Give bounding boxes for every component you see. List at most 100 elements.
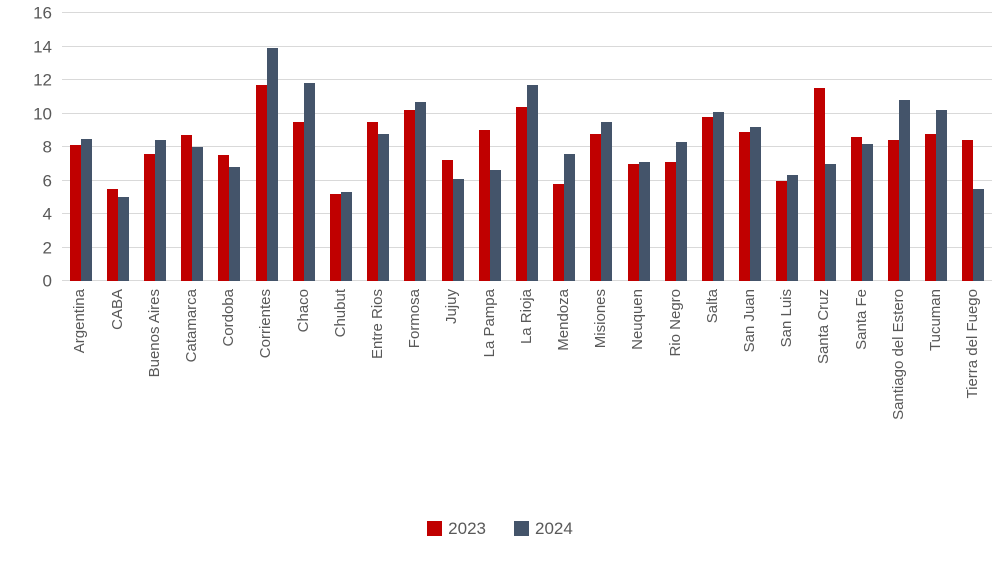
x-axis-label: Tucuman [927, 289, 945, 351]
bar-2024 [638, 162, 650, 281]
x-label-cell: Mendoza [546, 289, 583, 484]
bar-group [880, 13, 917, 281]
bar-2024 [155, 140, 166, 281]
x-label-cell: San Juan [732, 289, 769, 484]
y-tick-label: 4 [42, 204, 52, 224]
bar-2024 [452, 178, 464, 281]
bar-group [583, 13, 620, 281]
bar-2024 [489, 170, 501, 281]
x-label-cell: Jujuy [434, 289, 471, 484]
x-label-cell: La Pampa [471, 289, 508, 484]
bar-2024 [675, 141, 687, 281]
x-axis-label: Salta [703, 289, 721, 324]
bar-2024 [973, 188, 985, 281]
bar-2023 [664, 162, 676, 281]
x-label-cell: San Luis [769, 289, 806, 484]
x-axis-label: Cordoba [220, 289, 238, 347]
x-axis-label: San Juan [741, 289, 758, 353]
bar-2023 [776, 180, 788, 281]
legend-swatch-icon [514, 521, 529, 536]
gridline [62, 79, 992, 80]
bar-2023 [813, 88, 825, 281]
x-axis-label: Jujuy [443, 289, 461, 325]
bar-2023 [106, 188, 118, 281]
bar-2024 [824, 163, 836, 281]
x-axis-label: Misiones [592, 289, 610, 349]
bar-2024 [192, 147, 204, 281]
bar-2023 [441, 160, 453, 281]
x-label-cell: Neuquen [620, 289, 657, 484]
y-tick-label: 0 [42, 271, 52, 291]
x-label-cell: Tucuman [918, 289, 955, 484]
x-axis-label: Formosa [406, 289, 424, 349]
bar-2023 [888, 140, 900, 281]
x-axis-label: Mendoza [554, 289, 572, 351]
bar-2024 [936, 110, 948, 281]
bar-2023 [181, 135, 193, 281]
bar-2023 [850, 136, 862, 281]
bar-2024 [80, 138, 92, 281]
bar-group [99, 13, 136, 281]
y-tick-label: 8 [42, 137, 52, 157]
x-axis-label: Catamarca [182, 289, 200, 363]
bar-group [62, 13, 99, 281]
bar-group [248, 13, 285, 281]
x-axis-label: Santa Cruz [815, 289, 833, 365]
bar-2023 [702, 116, 714, 281]
bar-group [211, 13, 248, 281]
bar-group [546, 13, 583, 281]
bar-2024 [750, 126, 762, 281]
x-axis-label: Neuquen [629, 289, 647, 350]
x-axis-label: Entre Rios [368, 289, 386, 360]
bar-2023 [404, 110, 416, 281]
x-label-cell: Chubut [322, 289, 359, 484]
x-axis-label: Argentina [71, 289, 89, 354]
x-axis-label: San Luis [778, 289, 796, 348]
y-tick-label: 16 [33, 3, 52, 23]
bar-2024 [787, 175, 799, 281]
plot-area [62, 12, 992, 281]
bar-2024 [229, 167, 241, 281]
x-axis-label: La Rioja [517, 289, 535, 345]
y-tick-label: 12 [33, 70, 52, 90]
bar-group [397, 13, 434, 281]
bar-2024 [266, 48, 278, 281]
bar-2023 [553, 183, 565, 281]
x-label-cell: CABA [99, 289, 136, 484]
bar-group [732, 13, 769, 281]
legend-label: 2023 [448, 519, 486, 538]
x-axis-label: Chaco [294, 289, 312, 333]
x-label-cell: La Rioja [508, 289, 545, 484]
bar-group [136, 13, 173, 281]
bar-2023 [144, 153, 155, 281]
bar-2023 [255, 85, 267, 281]
x-axis-label: Buenos Aires [145, 289, 163, 378]
bar-2024 [378, 133, 390, 281]
bar-group [174, 13, 211, 281]
x-axis-label: Corrientes [257, 289, 275, 359]
bar-2024 [564, 153, 576, 281]
x-label-cell: Salta [694, 289, 731, 484]
bar-group [955, 13, 992, 281]
bar-2024 [861, 143, 873, 281]
x-axis-labels: Argentina CABA Buenos Aires Catamarca Cordob… [62, 289, 992, 484]
bar-2023 [367, 121, 379, 281]
y-tick-label: 14 [33, 37, 52, 56]
legend-label: 2024 [535, 519, 573, 538]
x-label-cell: Tierra del Fuego [955, 289, 992, 484]
bar-2023 [292, 121, 304, 281]
bar-2023 [627, 163, 639, 281]
bar-group [657, 13, 694, 281]
bar-group [843, 13, 880, 281]
legend: 2023 2024 [0, 520, 1000, 537]
x-label-cell: Santa Cruz [806, 289, 843, 484]
x-axis-label: Chubut [331, 289, 349, 338]
x-label-cell: Catamarca [174, 289, 211, 484]
x-label-cell: Cordoba [211, 289, 248, 484]
bar-2024 [899, 100, 911, 281]
x-label-cell: Argentina [62, 289, 99, 484]
bar-group [769, 13, 806, 281]
bar-group [918, 13, 955, 281]
bar-2023 [69, 145, 81, 281]
